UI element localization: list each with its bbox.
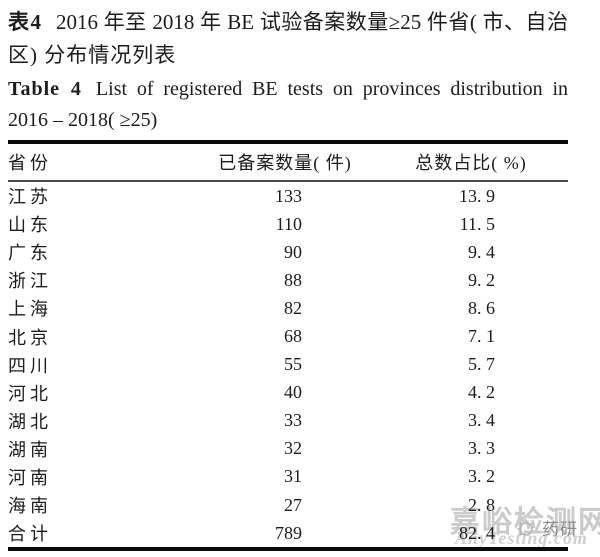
- count-cell: 88: [284, 269, 302, 290]
- province-cell: 四川: [8, 355, 52, 376]
- table-row: 湖北 33 3. 4: [8, 407, 568, 435]
- percent-cell: 13. 9: [459, 185, 495, 206]
- table-caption-zh-text: 2016 年至 2018 年 BE 试验备案数量≥25 件省( 市、自治: [55, 10, 569, 34]
- count-cell: 133: [275, 185, 302, 206]
- percent-cell: 5. 7: [468, 354, 495, 375]
- percent-cell: 3. 2: [468, 466, 495, 487]
- percent-cell: 3. 3: [468, 438, 495, 459]
- province-cell: 湖北: [8, 411, 52, 432]
- table-row: 海南 27 2. 8: [8, 491, 568, 519]
- count-cell: 82: [284, 297, 302, 318]
- table-caption-en-line1: Table 4 List of registered BE tests on pr…: [8, 74, 568, 105]
- table-caption-en-text: List of registered BE tests on provinces…: [95, 78, 568, 100]
- count-cell: 90: [284, 241, 302, 262]
- province-cell: 合计: [8, 524, 52, 545]
- table-bottom-rule: [8, 547, 568, 552]
- province-cell: 上海: [8, 299, 52, 320]
- table-header-row: 省份 已备案数量( 件) 总数占比( %): [8, 144, 568, 182]
- table-row: 江苏 133 13. 9: [8, 182, 568, 210]
- percent-cell: 9. 2: [468, 269, 495, 290]
- header-percent: 总数占比( %): [415, 153, 527, 173]
- header-count: 已备案数量( 件): [218, 153, 352, 173]
- province-cell: 海南: [8, 496, 52, 517]
- count-cell: 32: [284, 438, 302, 459]
- table-row: 河南 31 3. 2: [8, 463, 568, 491]
- table-row: 湖南 32 3. 3: [8, 435, 568, 463]
- table-row: 广东 90 9. 4: [8, 238, 568, 266]
- data-table: 省份 已备案数量( 件) 总数占比( %) 江苏 133 13. 9 山东 11…: [8, 140, 568, 552]
- province-cell: 山东: [8, 215, 52, 236]
- percent-cell: 4. 2: [468, 382, 495, 403]
- count-cell: 33: [284, 410, 302, 431]
- table-row: 北京 68 7. 1: [8, 322, 568, 350]
- count-cell: 31: [284, 466, 302, 487]
- province-cell: 浙江: [8, 271, 52, 292]
- table-row: 浙江 88 9. 2: [8, 266, 568, 294]
- province-cell: 北京: [8, 327, 52, 348]
- province-cell: 河南: [8, 467, 52, 488]
- table-row-total: 合计 789 82. 4: [8, 519, 568, 547]
- table-row: 四川 55 5. 7: [8, 351, 568, 379]
- count-cell: 789: [275, 522, 302, 543]
- percent-cell: 9. 4: [468, 241, 495, 262]
- province-cell: 江苏: [8, 187, 52, 208]
- percent-cell: 82. 4: [459, 522, 495, 543]
- province-cell: 湖南: [8, 439, 52, 460]
- percent-cell: 3. 4: [468, 410, 495, 431]
- province-cell: 河北: [8, 383, 52, 404]
- paper-table-block: 表4 2016 年至 2018 年 BE 试验备案数量≥25 件省( 市、自治 区…: [8, 6, 568, 552]
- percent-cell: 7. 1: [468, 326, 495, 347]
- count-cell: 68: [284, 326, 302, 347]
- count-cell: 27: [284, 494, 302, 515]
- count-cell: 110: [275, 213, 302, 234]
- table-row: 上海 82 8. 6: [8, 294, 568, 322]
- table-caption-en-label: Table 4: [8, 78, 82, 100]
- table-caption-zh-label: 表4: [8, 10, 42, 34]
- table-row: 山东 110 11. 5: [8, 210, 568, 238]
- percent-cell: 8. 6: [468, 297, 495, 318]
- table-caption-en-line2: 2016 – 2018( ≥25): [8, 109, 158, 131]
- percent-cell: 2. 8: [468, 494, 495, 515]
- table-caption-zh-line1: 表4 2016 年至 2018 年 BE 试验备案数量≥25 件省( 市、自治: [8, 6, 568, 39]
- count-cell: 40: [284, 382, 302, 403]
- province-cell: 广东: [8, 243, 52, 264]
- table-caption-zh-line2: 区) 分布情况列表: [8, 43, 177, 67]
- count-cell: 55: [284, 354, 302, 375]
- table-row: 河北 40 4. 2: [8, 379, 568, 407]
- header-province: 省份: [8, 153, 52, 173]
- percent-cell: 11. 5: [459, 213, 495, 234]
